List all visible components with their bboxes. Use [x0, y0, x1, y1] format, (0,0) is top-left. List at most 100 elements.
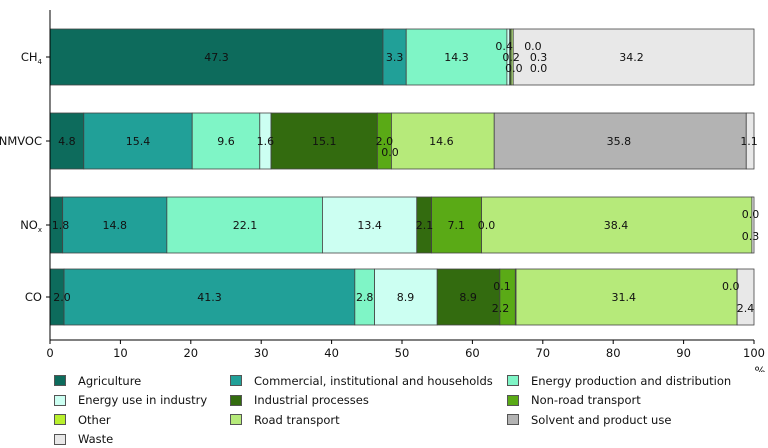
- data-label-2-6: 0.0: [478, 219, 496, 232]
- bar-segment-0-9: [512, 28, 755, 86]
- bar-segment-3-7: [515, 268, 738, 326]
- bar-segment-2-9: [751, 196, 755, 254]
- legend-item-0: Agriculture: [54, 372, 230, 389]
- data-label-0-4: 0.0: [524, 40, 542, 53]
- data-label-3-5: 0.1: [493, 280, 511, 293]
- legend-item-9: Waste: [54, 431, 230, 448]
- bar-segment-2-2: [166, 196, 323, 254]
- data-label-0-8: 0.0: [530, 62, 548, 75]
- legend-label-8: Solvent and product use: [531, 412, 672, 427]
- data-label-0-9: 34.2: [619, 51, 644, 64]
- legend-swatch-3: [54, 394, 66, 406]
- legend-label-6: Other: [78, 412, 111, 427]
- bar-segment-2-7: [481, 196, 753, 254]
- x-tick-label-6: 60: [465, 346, 480, 360]
- legend-item-6: Other: [54, 411, 230, 428]
- bar-segment-1-4: [270, 112, 378, 170]
- legend-swatch-2: [507, 375, 519, 386]
- data-label-0-3: 0.4: [495, 40, 513, 53]
- data-label-3-9: 2.4: [737, 302, 755, 315]
- bar-segment-1-2: [191, 112, 261, 170]
- y-axis-categories: CH4 NMVOC NOx CO: [0, 50, 43, 304]
- bars-layer: [49, 28, 755, 326]
- data-label-2-7: 38.4: [604, 219, 629, 232]
- bar-segment-3-5: [499, 268, 516, 326]
- category-label-1: NMVOC: [0, 134, 42, 148]
- chart-legend: Agriculture Commercial, institutional and…: [54, 372, 754, 448]
- x-tick-label-8: 80: [606, 346, 621, 360]
- data-label-1-4: 15.1: [312, 135, 337, 148]
- legend-label-0: Agriculture: [78, 373, 142, 388]
- x-tick-label-9: 90: [676, 346, 691, 360]
- bar-segment-3-4: [436, 268, 501, 326]
- legend-label-3: Energy use in industry: [78, 393, 208, 407]
- data-label-0-1: 3.3: [386, 51, 404, 64]
- legend-swatch-1: [230, 375, 242, 386]
- x-tick-label-3: 30: [254, 346, 269, 360]
- legend-item-4: Industrial processes: [230, 392, 507, 409]
- data-label-0-2: 14.3: [444, 51, 469, 64]
- data-label-3-8: 0.0: [722, 280, 740, 293]
- bar-segment-3-9: [736, 268, 755, 326]
- category-label-2: NOx: [20, 218, 42, 234]
- data-label-3-0: 2.0: [53, 291, 71, 304]
- data-label-2-0: 1.8: [52, 219, 70, 232]
- data-label-1-6: 0.0: [381, 146, 399, 159]
- x-tick-label-10: 100: [743, 346, 765, 360]
- data-label-1-5: 2.0: [376, 135, 394, 148]
- legend-swatch-9: [54, 433, 66, 445]
- legend-swatch-5: [507, 394, 519, 406]
- data-label-0-6: 0.3: [530, 51, 548, 64]
- category-label-3: CO: [25, 290, 42, 304]
- bar-segment-1-7: [391, 112, 495, 170]
- legend-item-3: Energy use in industry: [54, 392, 230, 409]
- data-label-1-8: 35.8: [607, 135, 632, 148]
- data-label-0-7: 0.0: [505, 62, 523, 75]
- legend-item-5: Non-road transport: [507, 392, 747, 409]
- legend-label-4: Industrial processes: [254, 393, 369, 407]
- bar-segment-1-9: [745, 112, 755, 170]
- data-label-3-6: 2.2: [492, 302, 510, 315]
- legend-swatch-8: [507, 414, 519, 425]
- data-label-3-2: 2.8: [356, 291, 374, 304]
- legend-swatch-4: [230, 394, 242, 406]
- x-axis-unit-label: %: [755, 364, 766, 372]
- data-labels-layer: 47.3 3.3 14.30.4 0.00.2 0.30.0 0.034.24.8 15.4…: [52, 40, 759, 315]
- data-label-1-9: 1.1: [740, 135, 758, 148]
- data-label-2-1: 14.8: [103, 219, 128, 232]
- x-tick-label-5: 50: [395, 346, 410, 360]
- bar-segment-0-2: [405, 28, 508, 86]
- data-label-3-3: 8.9: [397, 291, 415, 304]
- legend-item-2: Energy production and distribution: [507, 372, 747, 389]
- bar-segment-2-3: [322, 196, 418, 254]
- data-label-3-4: 8.9: [459, 291, 477, 304]
- data-label-2-3: 13.4: [357, 219, 382, 232]
- data-label-1-2: 9.6: [217, 135, 235, 148]
- legend-swatch-7: [230, 414, 242, 425]
- bar-segment-2-1: [62, 196, 168, 254]
- x-tick-label-2: 20: [183, 346, 198, 360]
- legend-label-9: Waste: [78, 432, 114, 446]
- x-tick-label-4: 40: [324, 346, 339, 360]
- legend-label-1: Commercial, institutional and households: [254, 373, 493, 388]
- data-label-2-9: 0.3: [742, 230, 760, 243]
- data-label-2-8: 0.0: [742, 208, 760, 221]
- stacked-bar-chart: 47.3 3.3 14.30.4 0.00.2 0.30.0 0.034.24.8 15.4…: [0, 10, 766, 372]
- data-label-3-1: 41.3: [197, 291, 222, 304]
- data-label-2-2: 22.1: [233, 219, 258, 232]
- bar-segment-1-8: [493, 112, 747, 170]
- legend-item-8: Solvent and product use: [507, 411, 747, 428]
- legend-label-5: Non-road transport: [531, 393, 641, 407]
- data-label-1-1: 15.4: [126, 135, 151, 148]
- legend-item-7: Road transport: [230, 411, 507, 428]
- data-label-0-0: 47.3: [204, 51, 229, 64]
- category-label-0: CH4: [21, 50, 43, 66]
- legend-label-2: Energy production and distribution: [531, 373, 732, 388]
- data-label-1-0: 4.8: [58, 135, 76, 148]
- legend-swatch-6: [54, 414, 66, 425]
- x-tick-label-7: 70: [535, 346, 550, 360]
- x-axis: 0 10 20 30 40 50 60 70 80 90 100%: [46, 10, 766, 372]
- legend-swatch-0: [54, 375, 66, 386]
- x-tick-label-1: 10: [113, 346, 128, 360]
- bar-segment-2-5: [431, 196, 482, 254]
